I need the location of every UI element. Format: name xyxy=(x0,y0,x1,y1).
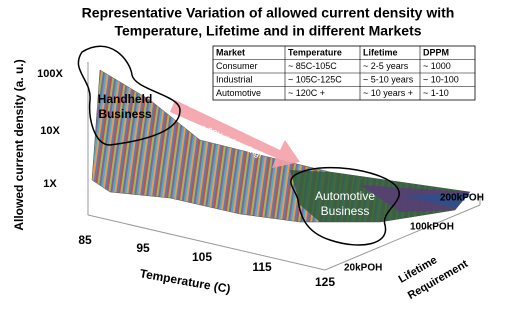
table-cell: ~ 85C-105C xyxy=(288,61,337,71)
table-cell: ~ 105C-125C xyxy=(288,74,342,84)
annotation: Automotive xyxy=(315,189,375,203)
table-header: Market xyxy=(216,47,245,57)
y-tick-label: 100X xyxy=(37,68,63,80)
y-tick-label: 10X xyxy=(40,125,60,137)
table-cell: ~ 2-5 years xyxy=(363,61,409,71)
figure: Representative Variation of allowed curr… xyxy=(0,0,519,310)
table-cell: ~ 120C + xyxy=(288,88,325,98)
depth-tick-label: 20kPOH xyxy=(344,263,382,274)
annotation: Business xyxy=(321,204,370,218)
annotation: Handheld xyxy=(98,92,153,106)
table-cell: Consumer xyxy=(216,61,258,71)
table-cell: Automotive xyxy=(216,88,261,98)
title: Representative Variation of allowed curr… xyxy=(82,5,455,21)
x-axis-title: Temperature (C) xyxy=(139,266,232,296)
table-cell: ~ 10 years + xyxy=(363,88,413,98)
table-header: Lifetime xyxy=(363,47,398,57)
table: Market Temperature Lifetime DPPM Consumer ~ 8… xyxy=(213,46,475,100)
table-cell: ~ 5-10 years xyxy=(363,74,414,84)
x-tick-label: 105 xyxy=(192,250,212,264)
table-header: Temperature xyxy=(288,47,342,57)
annotation: Business xyxy=(98,107,152,121)
table-cell: Industrial xyxy=(216,74,253,84)
x-tick-label: 115 xyxy=(252,260,272,274)
table-cell: ~ 10-100 xyxy=(423,74,459,84)
y-axis-title: Allowed current density (a. u.) xyxy=(12,59,26,230)
x-tick-label: 85 xyxy=(78,233,92,247)
table-header: DPPM xyxy=(423,47,449,57)
table-cell: ~ 1000 xyxy=(423,61,451,71)
y-tick-label: 1X xyxy=(43,178,57,190)
title: Temperature, Lifetime and in different M… xyxy=(114,23,421,39)
x-tick-label: 95 xyxy=(136,241,150,255)
table-cell: ~ 1-10 xyxy=(423,88,449,98)
x-tick-label: 125 xyxy=(315,275,335,289)
depth-tick-label: 100kPOH xyxy=(410,222,454,233)
depth-tick-label: 200kPOH xyxy=(440,193,484,204)
